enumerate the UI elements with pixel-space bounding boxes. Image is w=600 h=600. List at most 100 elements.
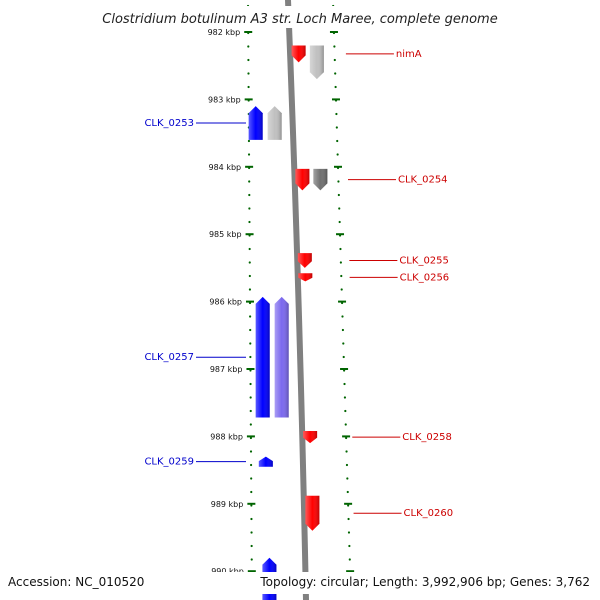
ruler-dot bbox=[340, 274, 343, 278]
ruler-dot bbox=[344, 423, 347, 426]
ruler-dot bbox=[335, 126, 338, 129]
ruler-dot bbox=[345, 463, 349, 467]
ruler-dot bbox=[336, 153, 339, 156]
gene-shading bbox=[291, 45, 306, 63]
ruler-dot bbox=[247, 58, 250, 62]
gene-shading bbox=[309, 45, 324, 80]
ruler-dot bbox=[248, 247, 251, 251]
ruler-dot bbox=[340, 301, 344, 305]
accession-text: Accession: NC_010520 bbox=[8, 575, 144, 589]
gene-clk-0253-label[interactable]: CLK_0253 bbox=[144, 118, 194, 129]
ruler-dot bbox=[249, 436, 253, 440]
ruler-dot bbox=[333, 58, 336, 62]
ruler-dot bbox=[333, 45, 336, 48]
gene-shading bbox=[297, 253, 312, 268]
ruler-dot bbox=[332, 31, 336, 35]
ruler-dot bbox=[250, 558, 253, 561]
ruler-dot bbox=[334, 99, 338, 102]
tick-label: 986 kbp bbox=[209, 298, 242, 307]
gene-clk-0260-label[interactable]: CLK_0260 bbox=[404, 508, 454, 519]
ruler-dot bbox=[347, 504, 350, 507]
tick-label: 988 kbp bbox=[210, 432, 243, 441]
ruler-dot bbox=[249, 369, 252, 372]
genome-backbone bbox=[285, 0, 309, 600]
ruler-dot bbox=[248, 274, 251, 278]
ruler-dot bbox=[348, 544, 351, 548]
ruler-dot bbox=[248, 166, 251, 170]
gene-shading bbox=[313, 168, 328, 191]
ruler-dot bbox=[248, 220, 251, 224]
map-title: Clostridium botulinum A3 str. Loch Maree… bbox=[102, 12, 497, 27]
ruler-dot bbox=[336, 166, 340, 170]
tick-label: 982 kbp bbox=[208, 28, 241, 37]
ruler-dot bbox=[247, 153, 251, 156]
tick-label: 984 kbp bbox=[209, 163, 242, 172]
ruler-dot bbox=[334, 72, 337, 75]
ruler-dot bbox=[338, 234, 342, 237]
ruler-dot bbox=[250, 463, 253, 467]
ruler-dot bbox=[345, 436, 348, 440]
ruler-dot bbox=[249, 409, 252, 413]
gene-clk-0256-label[interactable]: CLK_0256 bbox=[400, 272, 450, 283]
gene-shading bbox=[267, 106, 282, 140]
ruler-dot bbox=[248, 288, 252, 291]
ruler-dot bbox=[341, 328, 344, 332]
ruler-dot bbox=[248, 261, 251, 264]
ruler-dot bbox=[338, 207, 341, 210]
ruler-dot bbox=[339, 261, 342, 264]
gene-clk-0254-label[interactable]: CLK_0254 bbox=[398, 175, 448, 186]
gene-clk-0257-label[interactable]: CLK_0257 bbox=[144, 352, 194, 363]
gene-features bbox=[248, 11, 328, 600]
ruler-dot bbox=[342, 342, 345, 345]
ruler-dot bbox=[345, 450, 348, 453]
ruler-dot bbox=[340, 288, 343, 291]
ruler-dot bbox=[343, 396, 347, 399]
ruler-dot bbox=[337, 193, 340, 197]
gene-clk-0255-label[interactable]: CLK_0255 bbox=[399, 255, 449, 266]
ruler-dot bbox=[249, 396, 252, 399]
gene-clk-0259-label[interactable]: CLK_0259 bbox=[144, 457, 194, 468]
ruler-dot bbox=[337, 180, 340, 183]
ruler-dot bbox=[348, 558, 351, 561]
gene-clk-0258-label[interactable]: CLK_0258 bbox=[402, 432, 452, 443]
ruler-dot bbox=[339, 247, 342, 251]
ruler-dot bbox=[250, 504, 253, 507]
ruler-dot bbox=[336, 139, 339, 143]
ruler-dot bbox=[249, 450, 253, 453]
ruler-dot bbox=[344, 409, 347, 413]
title-background bbox=[85, 6, 515, 28]
ruler-dot bbox=[338, 220, 341, 224]
ruler-dot bbox=[250, 490, 253, 494]
tick-label: 983 kbp bbox=[208, 95, 241, 104]
gene-shading bbox=[248, 106, 263, 140]
ruler-dot bbox=[249, 342, 252, 345]
gene-shading bbox=[255, 296, 270, 418]
ruler-dot bbox=[250, 477, 253, 480]
ruler-dot bbox=[247, 139, 251, 143]
ruler-dot bbox=[247, 72, 250, 75]
tick-label: 987 kbp bbox=[210, 365, 243, 374]
footer-background bbox=[0, 572, 600, 594]
ruler-dot bbox=[335, 112, 338, 116]
ruler-dot bbox=[249, 328, 252, 332]
ruler-dot bbox=[248, 207, 251, 210]
ruler-dot bbox=[248, 180, 251, 183]
tick-label: 985 kbp bbox=[209, 230, 242, 239]
gene-shading bbox=[298, 273, 313, 282]
ruler-dot bbox=[248, 193, 251, 197]
ruler-dot bbox=[343, 369, 346, 372]
gene-shading bbox=[305, 495, 320, 531]
gene-nima-label[interactable]: nimA bbox=[396, 49, 422, 60]
tick-label: 989 kbp bbox=[211, 500, 244, 509]
ruler-dot bbox=[249, 382, 252, 386]
ruler-dot bbox=[248, 301, 252, 305]
ruler-dot bbox=[341, 315, 344, 318]
ruler-dot bbox=[334, 85, 337, 89]
ruler-dot bbox=[250, 531, 253, 534]
ruler-dot bbox=[342, 355, 345, 359]
ruler-dot bbox=[347, 531, 351, 534]
gene-shading bbox=[303, 431, 318, 444]
ruler-dot bbox=[248, 234, 251, 237]
tick-marks: 982 kbp 983 kbp 984 kbp 985 kbp 986 kbp 987 k… bbox=[208, 28, 355, 576]
